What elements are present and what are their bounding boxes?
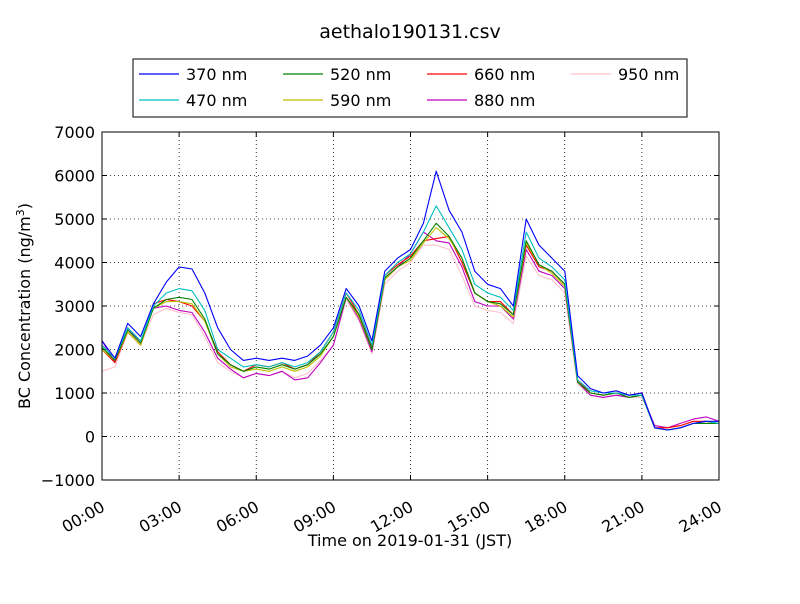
series-line-470-nm xyxy=(101,205,720,431)
series-line-370-nm xyxy=(101,170,719,431)
y-axis-label-main: BC Concentration (ng/m xyxy=(15,216,34,409)
legend-label: 660 nm xyxy=(474,65,535,84)
x-tick-label: 21:00 xyxy=(598,497,647,537)
y-tick-label: 2000 xyxy=(54,341,95,360)
y-tick-label: 6000 xyxy=(54,167,95,186)
legend-label: 880 nm xyxy=(474,91,535,110)
x-tick-label: 18:00 xyxy=(521,497,570,537)
legend-label: 370 nm xyxy=(186,65,247,84)
grid-lines xyxy=(102,132,719,480)
legend: 370 nm 470 nm 520 nm 590 nm 660 nm 880 nm 950 … xyxy=(132,58,688,118)
legend-box xyxy=(132,58,688,118)
series-line-880-nm xyxy=(101,231,720,429)
x-tick-label: 00:00 xyxy=(59,497,108,537)
y-axis-label: BC Concentration (ng/m3) xyxy=(14,203,35,409)
y-axis-label-sup: 3 xyxy=(14,209,27,216)
y-tick-labels: −1000 0 1000 2000 3000 4000 5000 6000 7000 xyxy=(41,123,95,490)
plot-area xyxy=(101,170,720,431)
legend-label: 520 nm xyxy=(330,65,391,84)
legend-label: 470 nm xyxy=(186,91,247,110)
y-tick-label: 7000 xyxy=(54,123,95,142)
y-tick-label: 5000 xyxy=(54,210,95,229)
y-tick-label: 3000 xyxy=(54,297,95,316)
legend-label: 950 nm xyxy=(618,65,679,84)
x-tick-label: 24:00 xyxy=(676,497,725,537)
x-tick-label: 06:00 xyxy=(213,497,262,537)
x-tick-label: 03:00 xyxy=(136,497,185,537)
y-axis-label-close: ) xyxy=(15,203,34,209)
chart-title: aethalo190131.csv xyxy=(319,21,501,43)
y-tick-label: 0 xyxy=(85,428,95,447)
y-tick-label: −1000 xyxy=(41,471,95,490)
legend-label: 590 nm xyxy=(330,91,391,110)
plot-frame xyxy=(101,131,720,481)
x-axis-label: Time on 2019-01-31 (JST) xyxy=(307,531,512,550)
y-tick-label: 1000 xyxy=(54,384,95,403)
y-tick-label: 4000 xyxy=(54,254,95,273)
